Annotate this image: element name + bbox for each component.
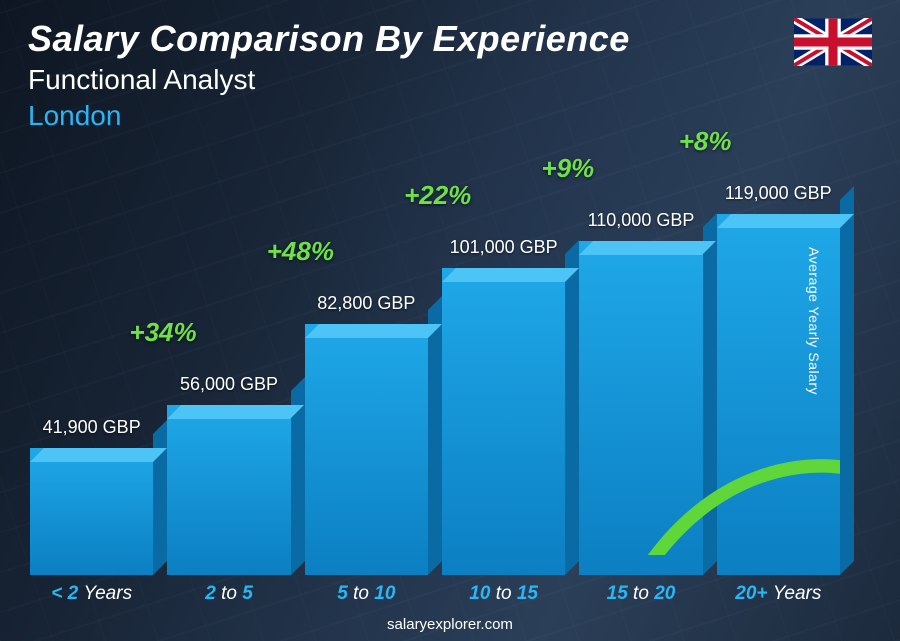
bar (442, 268, 565, 575)
x-axis-label: 15 to 20 (579, 583, 702, 605)
percent-increase-label: +48% (267, 236, 334, 267)
bar-group: 56,000 GBP (167, 374, 290, 575)
y-axis-label: Average Yearly Salary (806, 247, 822, 395)
percent-increase-label: +34% (129, 317, 196, 348)
bar-group: 82,800 GBP (305, 293, 428, 575)
bar (579, 241, 702, 575)
bar-value-label: 82,800 GBP (317, 293, 415, 314)
x-axis-label: < 2 Years (30, 583, 153, 605)
bar (30, 448, 153, 575)
bar-group: 101,000 GBP (442, 237, 565, 575)
percent-increase-label: +9% (541, 153, 594, 184)
bar-value-label: 41,900 GBP (43, 417, 141, 438)
bar (305, 324, 428, 575)
bar-value-label: 119,000 GBP (725, 183, 832, 204)
salary-bar-chart: 41,900 GBP 56,000 GBP 82,800 GBP 101,000 GB… (30, 150, 840, 575)
x-axis-label: 10 to 15 (442, 583, 565, 605)
header: Salary Comparison By Experience Function… (28, 18, 872, 132)
x-axis-label: 5 to 10 (305, 583, 428, 605)
footer-attribution: salaryexplorer.com (0, 616, 900, 633)
bar (167, 405, 290, 575)
percent-increase-label: +22% (404, 180, 471, 211)
page-title: Salary Comparison By Experience (28, 18, 872, 60)
uk-flag-icon (794, 18, 872, 66)
bar-value-label: 110,000 GBP (588, 210, 695, 231)
x-axis-label: 2 to 5 (167, 583, 290, 605)
x-axis: < 2 Years 2 to 5 5 to 10 10 to 15 15 to 20 20… (30, 583, 840, 605)
bar-value-label: 101,000 GBP (450, 237, 558, 258)
bar-group: 110,000 GBP (579, 210, 702, 575)
percent-increase-label: +8% (679, 126, 732, 157)
job-title: Functional Analyst (28, 64, 872, 96)
bar-group: 41,900 GBP (30, 417, 153, 575)
x-axis-label: 20+ Years (717, 583, 840, 605)
location: London (28, 100, 872, 132)
bar-value-label: 56,000 GBP (180, 374, 278, 395)
